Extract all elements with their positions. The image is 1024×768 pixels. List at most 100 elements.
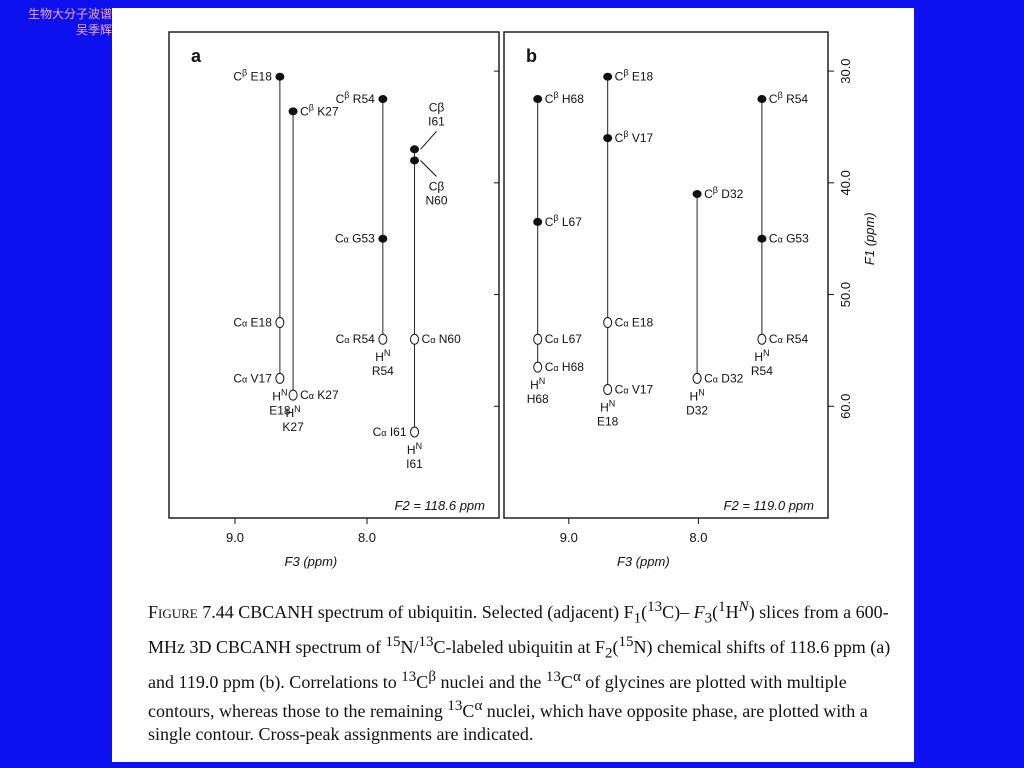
caption-text-9: of glycines are plotted with multiple co… [148, 672, 847, 721]
panel-frame [168, 31, 500, 519]
panel-a: a F2 = 118.6 ppm 9.0 8.0 F3 (ppm) [168, 31, 500, 569]
peak-label: Cα H68 [545, 360, 585, 374]
x-axis-label: F3 (ppm) [285, 554, 338, 569]
label-i61: I61 [428, 114, 445, 128]
x-tick-label: 9.0 [226, 530, 244, 545]
peak-label: Cα G53 [769, 232, 809, 246]
peak-cb [378, 234, 388, 243]
peak-label: Cα R54 [336, 332, 376, 346]
hn-label: HN [375, 348, 390, 364]
peak-cb [533, 217, 543, 226]
peak-label: Cβ H68 [545, 90, 585, 106]
peak-label: Cβ D32 [704, 185, 744, 201]
peak-ca [378, 333, 388, 345]
peak-ca [533, 361, 543, 373]
f2-label: F2 = 118.6 ppm [395, 498, 486, 513]
peak-label: Cα I61 [373, 425, 407, 439]
caption-text-5: N/ [400, 637, 419, 658]
peak-cb [275, 72, 285, 81]
peak-label: Cβ E18 [233, 68, 272, 84]
hn-label: HN [285, 404, 300, 420]
peak-label: Cα D32 [704, 371, 744, 385]
peak-label: Cα K27 [300, 388, 339, 402]
f2-label: F2 = 119.0 ppm [724, 498, 815, 513]
peak-label: Cα E18 [615, 315, 654, 329]
peak-ca [757, 333, 767, 345]
peak-label: Cα E18 [233, 315, 272, 329]
peak-ca [275, 372, 285, 384]
label-n60: N60 [426, 193, 448, 207]
peak-ca [410, 333, 420, 345]
peak-label: Cβ R54 [769, 90, 809, 106]
nmr-figure: a F2 = 118.6 ppm 9.0 8.0 F3 (ppm) Cβ E18 Cα E1… [168, 31, 877, 569]
x-tick-label: 8.0 [358, 530, 376, 545]
y-tick-label: 30.0 [838, 58, 853, 83]
hn-label-residue: E18 [269, 403, 291, 417]
panel-frame [503, 31, 829, 519]
peak-ca [288, 389, 298, 401]
panel-letter: b [526, 46, 537, 66]
watermark-line1: 生物大分子波谱 [27, 7, 112, 21]
x-tick-label: 8.0 [689, 530, 707, 545]
leader-n60 [420, 160, 437, 177]
caption-figure-number: 7.44 [202, 602, 234, 622]
caption-title: CBCANH spectrum of ubiquitin. [238, 602, 478, 622]
peak-cb [378, 95, 388, 104]
figure-caption: Figure 7.44 CBCANH spectrum of ubiquitin… [148, 599, 891, 745]
peak-cb [410, 156, 420, 165]
y-tick-label: 50.0 [838, 282, 853, 307]
caption-text-10: nuclei, which have opposite phase, are p… [148, 700, 868, 745]
peak-label: Cβ R54 [336, 90, 376, 106]
peak-label: Cβ E18 [615, 68, 654, 84]
watermark: 生物大分子波谱 吴季辉 [14, 6, 112, 38]
panel-b: b F2 = 119.0 ppm 9.0 8.0 F3 (ppm) [503, 31, 829, 569]
peak-ca [603, 316, 613, 328]
hn-label-residue: K27 [282, 420, 304, 434]
peak-cb [533, 95, 543, 104]
y-axis-label: F1 (ppm) [862, 212, 877, 265]
peak-cb [692, 190, 702, 198]
peak-ca [410, 426, 420, 438]
peak-cb [288, 107, 298, 116]
caption-text-6: C-labeled ubiquitin at F [433, 637, 605, 658]
watermark-line2: 吴季辉 [75, 23, 112, 37]
hn-label-residue: H68 [527, 392, 549, 406]
hn-label-residue: I61 [406, 457, 423, 471]
hn-label: HN [600, 399, 615, 415]
peak-label: Cα G53 [335, 232, 375, 246]
peak-label: Cβ K27 [300, 102, 339, 118]
caption-text-1: Selected (adjacent) F [481, 602, 634, 622]
leader-i61 [420, 130, 437, 150]
peak-ca [692, 372, 702, 384]
figure-page: a F2 = 118.6 ppm 9.0 8.0 F3 (ppm) Cβ E18 Cα E1… [112, 8, 914, 762]
hn-label: HN [530, 376, 545, 392]
peak-cb [410, 145, 420, 154]
hn-label-residue: D32 [686, 403, 708, 417]
hn-label-residue: E18 [597, 415, 619, 429]
caption-text-3: H [725, 602, 739, 622]
y-tick-label: 40.0 [838, 170, 853, 195]
caption-text-2: C)– [662, 602, 690, 622]
peak-cb [757, 234, 767, 243]
peak-label: Cα R54 [769, 332, 809, 346]
peak-label: Cα N60 [422, 332, 462, 346]
x-axis-label: F3 (ppm) [617, 554, 670, 569]
peak-label: Cβ V17 [615, 129, 654, 145]
peak-cb [603, 134, 613, 143]
peak-ca [603, 384, 613, 396]
caption-figure-word: Figure [148, 602, 198, 622]
panel-letter: a [191, 46, 202, 66]
x-tick-label: 9.0 [560, 530, 578, 545]
hn-label: HN [407, 441, 422, 457]
peak-ca [275, 316, 285, 328]
label-cb-n60: Cβ [429, 179, 445, 193]
hn-label-residue: R54 [372, 364, 394, 378]
peak-label: Cα V17 [615, 383, 654, 397]
label-cb-i61: Cβ [429, 100, 445, 114]
caption-text-4: ) slices from a 600-MHz 3D CBCANH spectr… [148, 602, 889, 658]
caption-text-7: N) chemical shifts of 118.6 ppm (a) and … [148, 637, 891, 693]
peak-label: Cβ L67 [545, 213, 583, 229]
peak-cb [757, 95, 767, 104]
hn-label: HN [690, 387, 705, 403]
peak-cb [603, 72, 613, 81]
